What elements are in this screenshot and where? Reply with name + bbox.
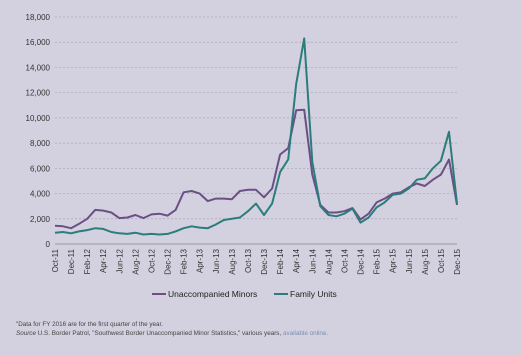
x-tick-label: Aug-14 <box>324 248 333 274</box>
y-tick-label: 8,000 <box>30 139 51 148</box>
legend-label-family-units: Family Units <box>290 289 337 299</box>
x-tick-label: Apr-13 <box>196 248 205 273</box>
x-tick-label: Jun-14 <box>308 248 317 273</box>
source-text: U.S. Border Patrol, "Southwest Border Un… <box>35 330 283 337</box>
x-tick-label: Apr-15 <box>389 248 398 273</box>
gridlines <box>55 16 457 245</box>
x-tick-label: Oct-11 <box>51 248 60 272</box>
x-tick-label: Apr-14 <box>292 248 301 273</box>
x-tick-label: Oct-12 <box>147 248 156 273</box>
x-tick-label: Jun-15 <box>405 248 414 273</box>
series-lines <box>54 37 458 236</box>
x-tick-label: Aug-15 <box>421 248 430 274</box>
y-tick-label: 6,000 <box>30 164 51 173</box>
y-tick-label: 16,000 <box>26 38 51 47</box>
y-tick-label: 2,000 <box>30 215 51 224</box>
x-tick-label: Dec-14 <box>357 248 366 274</box>
x-tick-label: Dec-12 <box>164 248 173 274</box>
y-tick-label: 10,000 <box>26 114 51 123</box>
x-tick-label: Aug-12 <box>131 248 140 274</box>
footnote-data-note: "Data for FY 2016 are for the first quar… <box>16 321 163 328</box>
x-tick-label: Feb-12 <box>83 248 92 274</box>
x-tick-label: Feb-14 <box>276 248 285 274</box>
x-tick-label: Apr-12 <box>99 248 108 273</box>
x-tick-label: Feb-15 <box>373 248 382 274</box>
source-label: Source <box>16 330 36 337</box>
x-tick-label: Dec-15 <box>453 248 462 274</box>
y-tick-label: 12,000 <box>26 89 51 98</box>
source-link[interactable]: available online. <box>282 330 329 337</box>
y-tick-label: 4,000 <box>30 190 51 199</box>
x-tick-label: Jun-13 <box>212 248 221 273</box>
x-tick-label: Dec-11 <box>67 248 76 274</box>
footnote-line1: "Data for FY 2016 are for the first quar… <box>16 321 164 328</box>
legend: Unaccompanied Minors Family Units <box>152 289 337 299</box>
footnote-source: Source U.S. Border Patrol, "Southwest Bo… <box>16 330 328 337</box>
y-tick-label: 0 <box>46 240 51 249</box>
series-line-family-units <box>54 37 458 236</box>
legend-label-unaccompanied-minors: Unaccompanied Minors <box>168 289 257 299</box>
x-tick-label: Oct-15 <box>437 248 446 273</box>
series-line-unaccompanied-minors <box>54 108 458 230</box>
y-tick-label: 18,000 <box>26 13 51 22</box>
x-axis-tick-labels: Oct-11 Dec-11 Feb-12 Apr-12 Jun-12 Aug-12 Oct-… <box>51 248 462 274</box>
x-tick-label: Dec-13 <box>260 248 269 274</box>
x-tick-label: Feb-13 <box>180 248 189 274</box>
x-tick-label: Aug-13 <box>228 248 237 274</box>
x-tick-label: Jun-12 <box>115 248 124 273</box>
x-tick-label: Oct-14 <box>340 248 349 273</box>
y-tick-label: 14,000 <box>26 63 51 72</box>
x-tick-label: Oct-13 <box>244 248 253 273</box>
y-axis-tick-labels: 0 2,000 4,000 6,000 8,000 10,000 12,000 14,000 1… <box>26 13 51 249</box>
